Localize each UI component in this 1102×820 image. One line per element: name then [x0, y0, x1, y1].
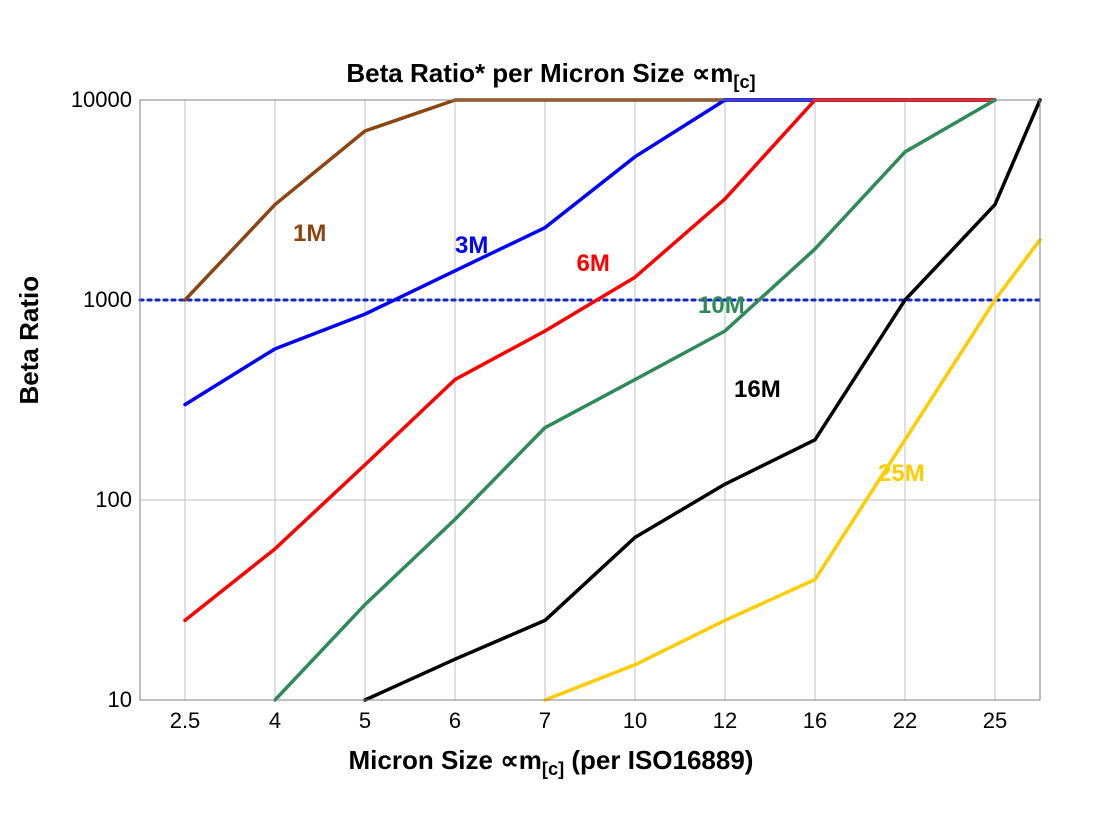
title-symbol: ∝m	[692, 58, 734, 88]
x-tick-label: 7	[539, 708, 551, 734]
x-tick-label: 22	[893, 708, 917, 734]
x-axis-label: Micron Size ∝m[c] (per ISO16889)	[0, 745, 1102, 780]
series-label-25M: 25M	[878, 460, 925, 488]
x-tick-label: 25	[983, 708, 1007, 734]
xlabel-prefix: Micron Size	[349, 745, 501, 775]
xlabel-sub: [c]	[542, 759, 564, 779]
y-axis-label: Beta Ratio	[14, 276, 45, 405]
y-tick-label: 10000	[71, 87, 132, 113]
chart-title: Beta Ratio* per Micron Size ∝m[c]	[0, 58, 1102, 93]
x-tick-label: 6	[449, 708, 461, 734]
series-label-6M: 6M	[577, 250, 610, 278]
y-tick-label: 10	[108, 687, 132, 713]
plot-svg	[140, 100, 1040, 700]
series-label-10M: 10M	[698, 292, 745, 320]
plot-area: 2.545671012162225101001000100001M3M6M10M…	[140, 100, 1040, 700]
series-label-3M: 3M	[455, 232, 488, 260]
y-tick-label: 1000	[83, 287, 132, 313]
xlabel-suffix: (per ISO16889)	[564, 745, 753, 775]
series-label-16M: 16M	[734, 376, 781, 404]
title-sub: [c]	[733, 72, 755, 92]
title-text: Beta Ratio* per Micron Size	[346, 58, 691, 88]
x-tick-label: 4	[269, 708, 281, 734]
series-label-1M: 1M	[293, 220, 326, 248]
beta-ratio-chart: Beta Ratio* per Micron Size ∝m[c] Beta R…	[0, 0, 1102, 820]
x-tick-label: 16	[803, 708, 827, 734]
x-tick-label: 12	[713, 708, 737, 734]
x-tick-label: 2.5	[170, 708, 201, 734]
y-tick-label: 100	[95, 487, 132, 513]
x-tick-label: 5	[359, 708, 371, 734]
xlabel-symbol: ∝m	[500, 745, 542, 775]
x-tick-label: 10	[623, 708, 647, 734]
